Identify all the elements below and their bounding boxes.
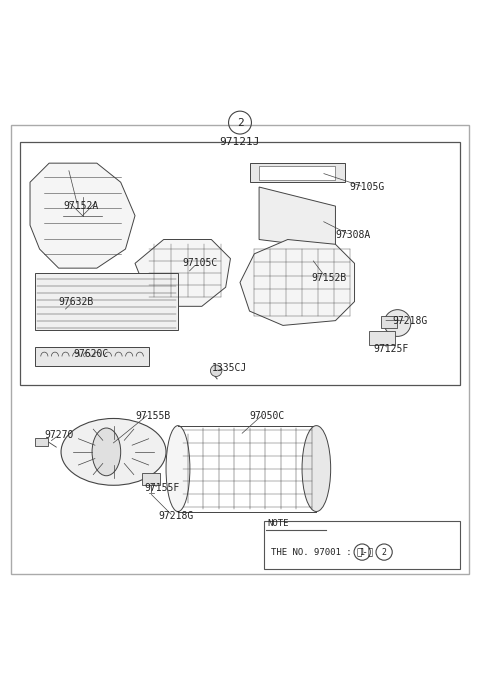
Text: 1: 1: [360, 548, 365, 557]
FancyBboxPatch shape: [381, 316, 397, 328]
Text: 2: 2: [382, 548, 386, 557]
Polygon shape: [240, 240, 355, 325]
Text: 97121J: 97121J: [220, 137, 260, 147]
FancyBboxPatch shape: [35, 438, 48, 446]
Text: 97270: 97270: [44, 430, 74, 440]
FancyBboxPatch shape: [264, 521, 459, 569]
Circle shape: [384, 309, 411, 336]
Polygon shape: [30, 163, 135, 268]
Text: 97105G: 97105G: [350, 182, 385, 192]
Text: 97308A: 97308A: [336, 229, 371, 240]
Polygon shape: [135, 240, 230, 307]
Text: 97218G: 97218G: [393, 316, 428, 326]
Polygon shape: [259, 165, 336, 180]
Text: 97620C: 97620C: [73, 349, 108, 359]
Text: 97155F: 97155F: [144, 483, 180, 493]
Text: NOTE: NOTE: [268, 519, 289, 528]
FancyBboxPatch shape: [21, 142, 459, 385]
Ellipse shape: [302, 426, 331, 511]
FancyBboxPatch shape: [35, 347, 149, 366]
Text: 97152A: 97152A: [63, 201, 99, 211]
Text: 97632B: 97632B: [59, 296, 94, 307]
Ellipse shape: [166, 426, 190, 511]
FancyBboxPatch shape: [142, 473, 160, 485]
Circle shape: [210, 365, 222, 376]
Polygon shape: [259, 187, 336, 249]
Text: 97155B: 97155B: [135, 411, 170, 421]
FancyBboxPatch shape: [35, 273, 178, 330]
Ellipse shape: [61, 418, 166, 485]
Text: 97218G: 97218G: [159, 511, 194, 522]
FancyBboxPatch shape: [11, 125, 469, 573]
Ellipse shape: [92, 428, 120, 475]
Text: 2: 2: [237, 118, 243, 127]
Text: THE NO. 97001 : ①-②: THE NO. 97001 : ①-②: [271, 548, 373, 557]
Text: 97152B: 97152B: [312, 273, 347, 282]
Text: 97105C: 97105C: [183, 258, 218, 269]
Text: 1335CJ: 1335CJ: [211, 363, 247, 373]
FancyBboxPatch shape: [369, 331, 395, 344]
Text: 97050C: 97050C: [250, 411, 285, 421]
Text: 97125F: 97125F: [373, 344, 409, 354]
Polygon shape: [250, 163, 345, 183]
